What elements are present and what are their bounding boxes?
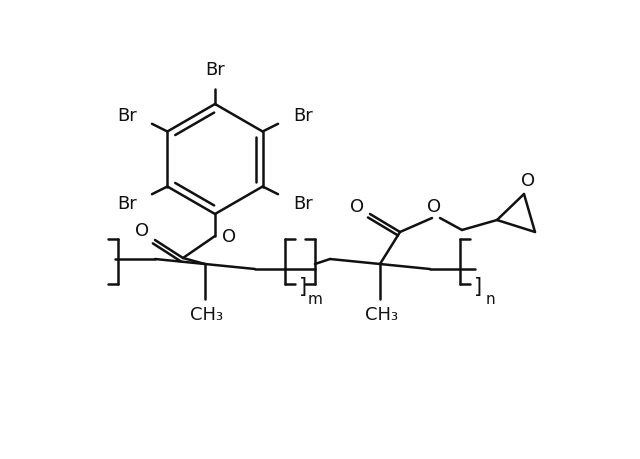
Text: Br: Br: [117, 194, 137, 213]
Text: ]: ]: [474, 276, 482, 297]
Text: Br: Br: [293, 194, 313, 213]
Text: O: O: [427, 197, 441, 216]
Text: O: O: [222, 228, 236, 246]
Text: O: O: [135, 222, 149, 240]
Text: CH₃: CH₃: [191, 305, 223, 323]
Text: O: O: [350, 197, 364, 216]
Text: CH₃: CH₃: [365, 305, 399, 323]
Text: n: n: [485, 291, 495, 306]
Text: Br: Br: [205, 61, 225, 79]
Text: m: m: [308, 291, 323, 306]
Text: ]: ]: [299, 276, 307, 297]
Text: Br: Br: [117, 107, 137, 125]
Text: O: O: [521, 172, 535, 190]
Text: Br: Br: [293, 107, 313, 125]
